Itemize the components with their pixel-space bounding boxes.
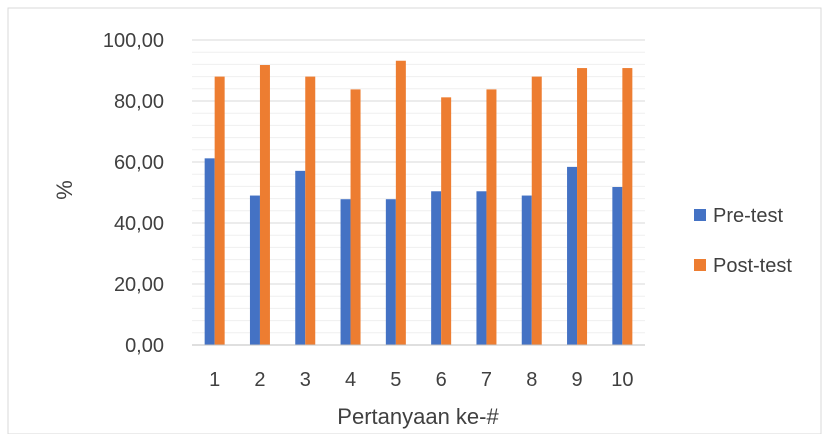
bar-post-test: [395, 60, 406, 346]
y-tick-label: 0,00: [125, 335, 164, 357]
x-tick-label: 5: [390, 369, 401, 391]
bar-pre-test: [521, 195, 532, 345]
x-tick-label: 4: [345, 369, 356, 391]
y-tick-label: 80,00: [114, 91, 164, 113]
x-axis-label: Pertanyaan ke-#: [337, 404, 499, 429]
legend-swatch: [694, 209, 706, 221]
x-tick-label: 10: [611, 369, 633, 391]
bar-post-test: [305, 76, 316, 345]
legend: Pre-test Post-test: [694, 205, 792, 277]
bar-pre-test: [249, 195, 260, 345]
bar-pre-test: [567, 166, 578, 345]
bar-post-test: [486, 89, 497, 345]
legend-label: Pre-test: [713, 205, 783, 227]
x-tick-label: 7: [481, 369, 492, 391]
bar-post-test: [441, 97, 452, 345]
y-tick-label: 100,00: [103, 30, 164, 52]
bar-post-test: [259, 65, 270, 345]
bar-pre-test: [431, 191, 442, 345]
legend-label: Post-test: [713, 255, 792, 277]
bar-post-test: [531, 76, 542, 345]
x-tick-label: 2: [254, 369, 265, 391]
bar-post-test: [214, 76, 225, 345]
x-tick-label: 3: [300, 369, 311, 391]
legend-swatch: [694, 259, 706, 271]
y-tick-label: 60,00: [114, 152, 164, 174]
bar-pre-test: [385, 199, 396, 345]
axes: 0,00 20,00 40,00 60,00 80,00 100,00 1 2 3 4 5 6 7 8 9 1…: [103, 30, 645, 391]
x-tick-label: 8: [526, 369, 537, 391]
bar-pre-test: [295, 170, 306, 345]
bar-pre-test: [612, 187, 623, 345]
y-tick-label: 40,00: [114, 213, 164, 235]
y-axis-label: %: [52, 180, 77, 200]
bars: [204, 60, 633, 346]
bar-post-test: [350, 89, 361, 345]
x-tick-label: 9: [571, 369, 582, 391]
x-tick-label: 1: [209, 369, 220, 391]
bar-pre-test: [340, 199, 351, 345]
y-tick-label: 20,00: [114, 274, 164, 296]
bar-post-test: [577, 68, 588, 345]
bar-post-test: [622, 68, 633, 345]
bar-pre-test: [204, 158, 215, 345]
x-tick-label: 6: [436, 369, 447, 391]
bar-pre-test: [476, 191, 487, 345]
